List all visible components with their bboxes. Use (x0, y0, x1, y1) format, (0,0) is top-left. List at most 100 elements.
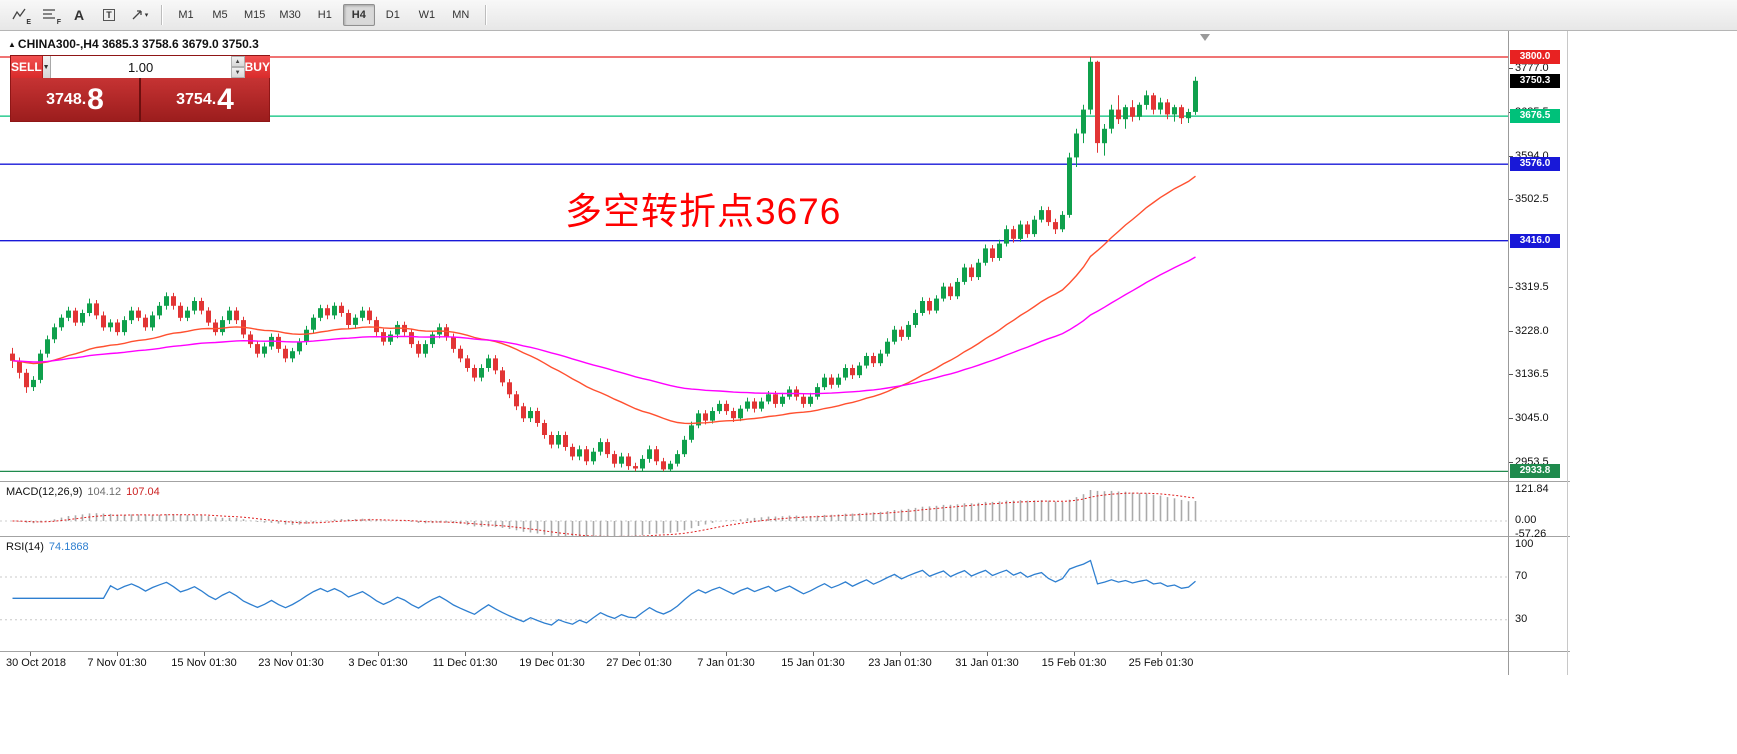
tf-button-d1[interactable]: D1 (385, 9, 400, 21)
price-tick-label: 3502.5 (1515, 193, 1549, 205)
time-tick-mark (1074, 652, 1075, 656)
chart-header: ▲ CHINA300-,H4 3685.3 3758.6 3679.0 3750.… (8, 37, 259, 51)
tf-button-m15[interactable]: M15 (244, 9, 266, 21)
indicator-axis-label: 70 (1515, 570, 1528, 582)
volume-dropdown-button[interactable]: ▼ (42, 56, 51, 78)
macd-label: MACD(12,26,9) 104.12 107.04 (6, 486, 160, 498)
timeframe-group: M1 M5 M15 M30 H1 H4 D1 W1 MN (169, 4, 478, 26)
rsi-value: 74.1868 (48, 541, 89, 553)
time-tick-label: 15 Feb 01:30 (1041, 657, 1107, 669)
tf-button-w1[interactable]: W1 (418, 9, 436, 21)
time-tick-label: 15 Jan 01:30 (781, 657, 845, 669)
price-tick-mark (1509, 287, 1513, 288)
time-tick-label: 23 Jan 01:30 (868, 657, 932, 669)
symbol-marker-icon: ▲ (8, 40, 16, 49)
indicator-axis-label: 0.00 (1515, 514, 1537, 526)
tool-sub-letter: E (26, 19, 31, 26)
time-tick-mark (900, 652, 901, 656)
macd-signal-value: 107.04 (126, 486, 160, 498)
toolbar: E F A T ▾ M1 M5 M15 M30 H1 H4 D1 W1 MN (0, 0, 1737, 31)
price-tick-mark (1509, 374, 1513, 375)
buy-price-display[interactable]: 3754. 4 (141, 78, 269, 121)
time-tick-label: 7 Nov 01:30 (87, 657, 147, 669)
tf-button-h1[interactable]: H1 (317, 9, 332, 21)
time-tick-label: 15 Nov 01:30 (171, 657, 237, 669)
macd-main-value: 104.12 (87, 486, 122, 498)
time-tick-mark (378, 652, 379, 656)
time-tick-mark (117, 652, 118, 656)
price-axis[interactable]: 3777.03685.53594.03502.53319.53228.03136… (1508, 31, 1568, 675)
time-tick-mark (552, 652, 553, 656)
chevron-down-icon: ▾ (144, 12, 149, 19)
chart-canvas[interactable] (0, 31, 1508, 481)
time-tick-mark (465, 652, 466, 656)
chevron-down-icon: ▼ (42, 63, 50, 71)
one-click-trading-panel: SELL ▼ ▲ ▼ BUY 3748.8 3754.4 (10, 55, 270, 122)
spinner-up-icon: ▲ (234, 58, 241, 65)
tool-sub-letter: F (56, 19, 61, 26)
buy-button[interactable]: BUY (244, 56, 270, 78)
volume-decrease-button[interactable]: ▼ (230, 67, 245, 78)
toolbar-separator (484, 5, 486, 25)
rsi-label: RSI(14) 74.1868 (6, 541, 89, 553)
price-line-badge: 3750.3 (1510, 74, 1560, 88)
price-line-badge: 2933.8 (1510, 464, 1560, 478)
time-tick-mark (726, 652, 727, 656)
volume-increase-button[interactable]: ▲ (230, 56, 245, 67)
spinner-down-icon: ▼ (234, 69, 241, 76)
volume-input[interactable] (50, 56, 231, 78)
price-tick-label: 3228.0 (1515, 325, 1549, 337)
price-tick-mark (1509, 418, 1513, 419)
tf-button-mn[interactable]: MN (452, 9, 470, 21)
price-line-badge: 3576.0 (1510, 157, 1560, 171)
macd-canvas[interactable] (0, 482, 1508, 536)
indicator-axis-label: 100 (1515, 538, 1534, 550)
time-tick-mark (813, 652, 814, 656)
time-tick-label: 27 Dec 01:30 (606, 657, 672, 669)
time-tick-label: 23 Nov 01:30 (258, 657, 324, 669)
arrows-tool-icon[interactable]: ▾ (124, 2, 154, 28)
tf-button-h4[interactable]: H4 (342, 4, 375, 26)
indicator-axis-label: 30 (1515, 613, 1528, 625)
rsi-canvas[interactable] (0, 537, 1508, 651)
indicator-axis-label: -57.26 (1515, 528, 1547, 540)
tf-button-m30[interactable]: M30 (279, 9, 301, 21)
time-tick-mark (30, 652, 31, 656)
label-tool-icon[interactable]: T (94, 2, 124, 28)
price-line-badge: 3800.0 (1510, 50, 1560, 64)
time-tick-label: 11 Dec 01:30 (432, 657, 498, 669)
time-tick-mark (987, 652, 988, 656)
time-tick-label: 19 Dec 01:30 (519, 657, 585, 669)
time-tick-mark (204, 652, 205, 656)
price-tick-mark (1509, 156, 1513, 157)
price-tick-mark (1509, 462, 1513, 463)
chart-header-text: CHINA300-,H4 3685.3 3758.6 3679.0 3750.3 (17, 37, 259, 51)
price-tick-label: 3045.0 (1515, 412, 1549, 424)
time-tick-mark (291, 652, 292, 656)
equidistant-channel-tool-icon[interactable]: E (4, 2, 34, 28)
price-line-badge: 3676.5 (1510, 109, 1560, 123)
time-tick-label: 7 Jan 01:30 (697, 657, 755, 669)
toolbar-separator (161, 5, 162, 25)
price-line-badge: 3416.0 (1510, 234, 1560, 248)
price-tick-label: 3319.5 (1515, 281, 1549, 293)
rsi-panel: RSI(14) 74.1868 (0, 536, 1570, 651)
chart-annotation-text: 多空转折点3676 (565, 191, 842, 232)
sell-button[interactable]: SELL (11, 56, 43, 78)
tf-button-m5[interactable]: M5 (212, 9, 228, 21)
chart-panel: ▲ CHINA300-,H4 3685.3 3758.6 3679.0 3750.… (0, 31, 1570, 481)
time-axis[interactable]: 30 Oct 2018 7 Nov 01:30 15 Nov 01:30 23 Nov… (0, 651, 1570, 675)
price-tick-label: 3777.0 (1515, 62, 1549, 74)
tf-button-m1[interactable]: M1 (178, 9, 194, 21)
time-tick-label: 25 Feb 01:30 (1128, 657, 1194, 669)
chart-shift-marker-icon[interactable] (1200, 34, 1210, 41)
fibonacci-tool-icon[interactable]: F (34, 2, 64, 28)
sell-price-display[interactable]: 3748. 8 (11, 78, 141, 121)
price-tick-label: 3136.5 (1515, 368, 1549, 380)
price-tick-mark (1509, 68, 1513, 69)
time-tick-label: 31 Jan 01:30 (955, 657, 1019, 669)
text-tool-icon[interactable]: A (73, 7, 85, 23)
price-tick-mark (1509, 331, 1513, 332)
indicator-axis-label: 121.84 (1515, 483, 1549, 495)
